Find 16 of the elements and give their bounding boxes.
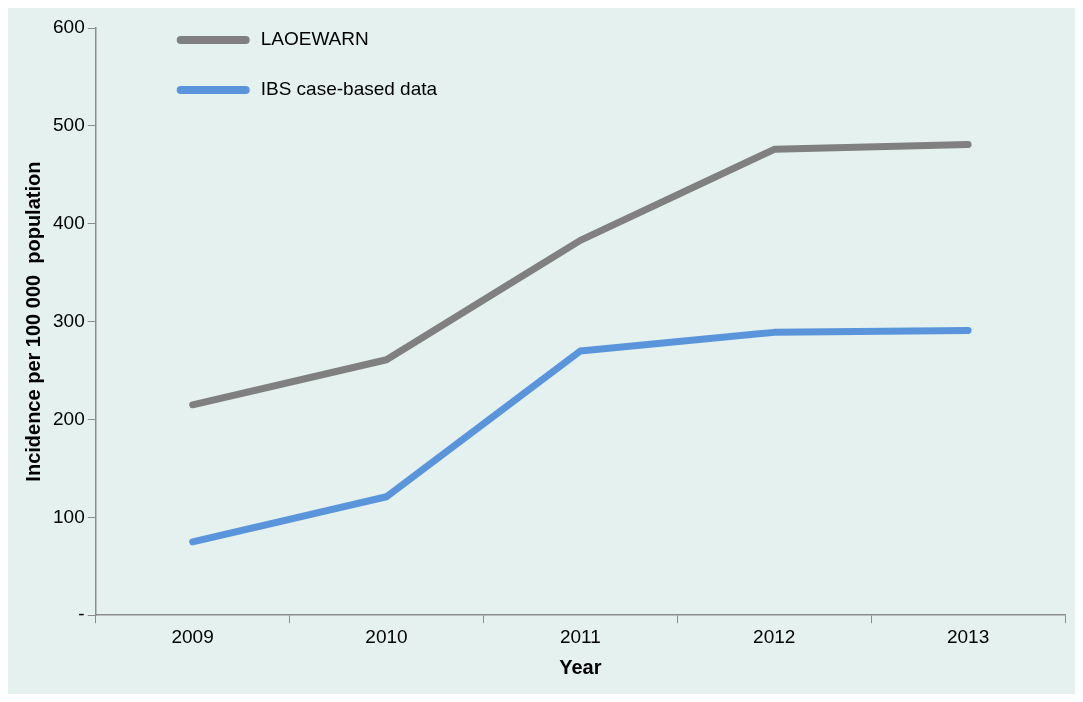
y-tick-label: 500 [53, 114, 85, 136]
y-tick-label: 400 [53, 211, 85, 233]
x-tick-label: 2012 [753, 625, 796, 647]
y-tick-label: 300 [53, 309, 85, 331]
x-axis-title: Year [559, 655, 602, 678]
y-axis-title: Incidence per 100 000 population [21, 161, 44, 482]
x-tick-label: 2011 [559, 625, 601, 647]
legend-label: LAOEWARN [260, 28, 369, 50]
x-tick-label: 2013 [946, 625, 990, 647]
x-tick-label: 2009 [171, 625, 214, 647]
legend-label: IBS case-based data [260, 78, 438, 100]
y-tick-label: 100 [53, 505, 85, 527]
y-tick-label: 200 [53, 407, 85, 429]
y-tick-label: 600 [53, 16, 85, 38]
x-tick-label: 2010 [365, 625, 408, 647]
y-tick-label: - [78, 603, 85, 625]
